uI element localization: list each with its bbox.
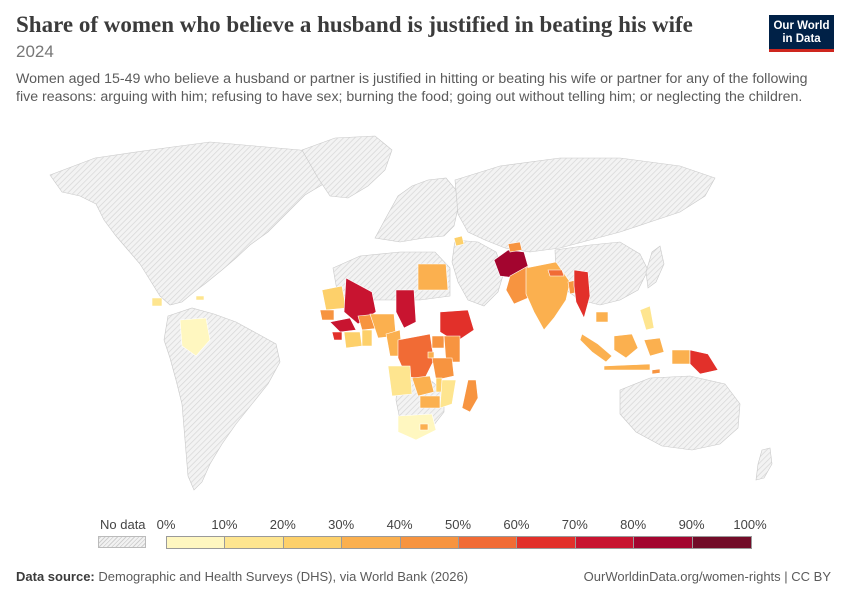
region-rwanda: [427, 351, 435, 359]
legend-tick-label: 30%: [328, 517, 355, 532]
greenland-land: [301, 135, 393, 199]
legend-tick-label: 20%: [269, 517, 296, 532]
legend-bin-8[interactable]: [634, 537, 693, 548]
region-philippines: [639, 305, 655, 331]
region-indonesia-1: [579, 333, 613, 363]
logo-line-1: Our World: [773, 20, 830, 32]
region-sierra-leone: [331, 331, 343, 341]
region-papua-new-guinea: [689, 349, 719, 375]
region-mauritania: [321, 285, 347, 311]
region-cambodia: [595, 311, 609, 323]
region-colombia: [179, 317, 211, 357]
legend-bin-6[interactable]: [517, 537, 576, 548]
region-indonesia-5: [671, 349, 691, 365]
russia-asia-land: [454, 157, 716, 253]
region-tajikistan: [507, 241, 523, 253]
region-myanmar: [573, 269, 591, 319]
legend-bin-2[interactable]: [283, 537, 343, 548]
legend-bin-9[interactable]: [692, 537, 751, 548]
region-india: [525, 261, 571, 331]
japan-land: [645, 245, 665, 289]
region-south-africa: [397, 413, 437, 441]
region-nepal: [547, 269, 565, 277]
region-lesotho: [419, 423, 429, 431]
no-data-regions: [49, 135, 773, 491]
region-timor-leste: [651, 368, 661, 375]
china-region-land: [554, 241, 649, 306]
region-angola: [387, 365, 413, 397]
region-indonesia-4: [603, 363, 651, 371]
region-mozambique: [439, 379, 457, 409]
region-jordan: [453, 235, 465, 247]
chart-title: Share of women who believe a husband is …: [16, 12, 693, 37]
region-chad: [395, 289, 417, 329]
data-source: Data source: Demographic and Health Surv…: [16, 569, 468, 584]
region-tanzania: [431, 357, 455, 381]
region-zambia: [411, 375, 435, 397]
legend-no-data-swatch: [98, 536, 146, 548]
data-source-label: Data source:: [16, 569, 95, 584]
europe-land: [374, 177, 459, 243]
chart-subtitle: Women aged 15-49 who believe a husband o…: [16, 71, 808, 105]
australia-land: [619, 375, 741, 451]
legend-no-data-label: No data: [100, 517, 146, 532]
data-regions: [151, 235, 719, 441]
legend-tick-label: 10%: [211, 517, 238, 532]
region-indonesia-2: [613, 333, 639, 359]
legend-bin-3[interactable]: [342, 537, 401, 548]
region-cote-divoire: [343, 331, 363, 349]
region-haiti: [195, 295, 205, 301]
region-senegal: [319, 309, 335, 321]
chart-year: 2024: [16, 42, 54, 61]
region-guinea: [329, 317, 357, 333]
legend-bin-4[interactable]: [400, 537, 459, 548]
legend-tick-label: 100%: [733, 517, 767, 532]
legend-bin-0[interactable]: [167, 537, 226, 548]
legend-color-scale: [166, 536, 752, 549]
new-zealand-land: [755, 447, 773, 481]
middle-east-land: [451, 239, 505, 307]
legend-bin-7[interactable]: [575, 537, 635, 548]
legend-tick-label: 90%: [678, 517, 705, 532]
legend-tick-label: 0%: [156, 517, 176, 532]
owid-logo[interactable]: Our World in Data: [769, 15, 834, 52]
legend-bin-5[interactable]: [458, 537, 518, 548]
region-madagascar: [461, 379, 479, 413]
region-ethiopia: [439, 309, 475, 343]
legend-tick-label: 60%: [503, 517, 530, 532]
legend-tick-label: 80%: [620, 517, 647, 532]
region-zimbabwe: [419, 395, 441, 409]
legend-tick-label: 70%: [561, 517, 588, 532]
data-source-text[interactable]: Demographic and Health Surveys (DHS), vi…: [98, 569, 469, 584]
region-indonesia-3: [643, 337, 665, 357]
footer-link[interactable]: OurWorldinData.org/women-rights | CC BY: [583, 569, 831, 584]
legend-tick-label: 50%: [444, 517, 472, 532]
north-america-land: [49, 141, 336, 306]
region-honduras: [151, 297, 163, 307]
region-ghana: [361, 329, 373, 347]
legend-bin-1[interactable]: [225, 537, 284, 548]
region-kenya: [443, 335, 461, 363]
logo-line-2: in Data: [782, 33, 821, 45]
region-egypt: [417, 263, 449, 291]
legend-tick-label: 40%: [386, 517, 413, 532]
region-uganda: [431, 335, 445, 349]
